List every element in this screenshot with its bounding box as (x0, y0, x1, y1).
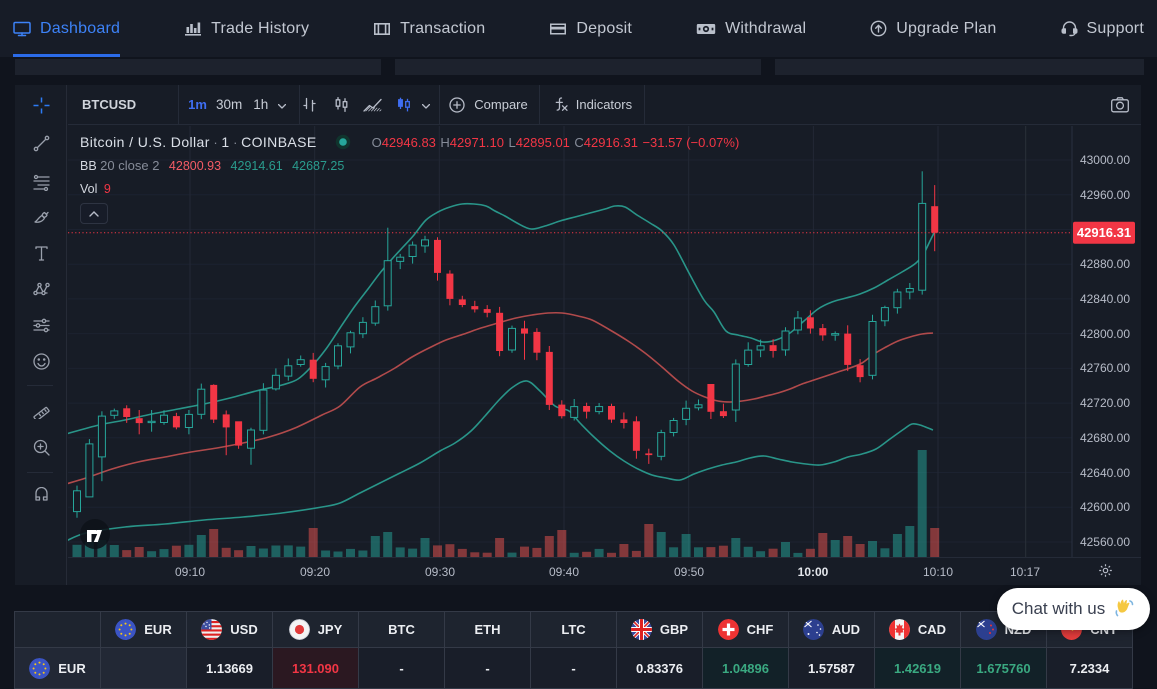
svg-text:42560.00: 42560.00 (1080, 535, 1130, 549)
svg-text:42840.00: 42840.00 (1080, 292, 1130, 306)
svg-text:42640.00: 42640.00 (1080, 466, 1130, 480)
svg-text:42760.00: 42760.00 (1080, 361, 1130, 375)
svg-text:42800.00: 42800.00 (1080, 327, 1130, 341)
svg-text:42880.00: 42880.00 (1080, 257, 1130, 271)
svg-text:42960.00: 42960.00 (1080, 188, 1130, 202)
svg-text:43000.00: 43000.00 (1080, 153, 1130, 167)
svg-text:42680.00: 42680.00 (1080, 431, 1130, 445)
svg-text:42720.00: 42720.00 (1080, 396, 1130, 410)
svg-text:42916.31: 42916.31 (1077, 225, 1131, 240)
svg-text:42600.00: 42600.00 (1080, 500, 1130, 514)
